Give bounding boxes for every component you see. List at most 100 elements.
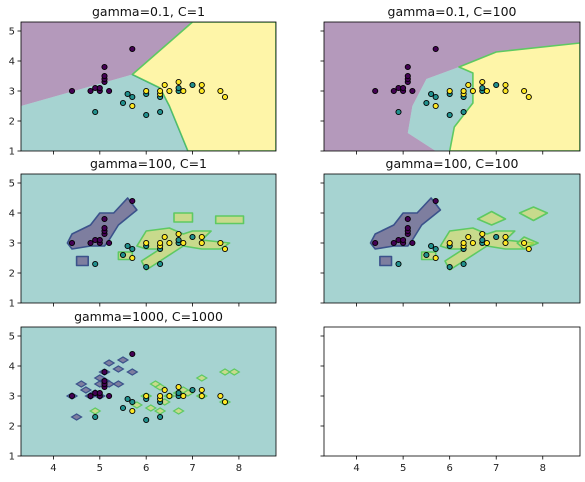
region-class-2 (216, 216, 244, 224)
data-point (130, 408, 135, 413)
data-point (522, 240, 527, 245)
data-point (102, 225, 107, 230)
data-point (176, 85, 181, 90)
decision-regions (21, 22, 276, 151)
data-point (158, 414, 163, 419)
data-point (424, 252, 429, 257)
data-point (470, 88, 475, 93)
decision-regions (324, 174, 580, 303)
x-tick-label: 7 (189, 463, 195, 474)
subplot-6: 45678 (321, 327, 581, 474)
region-class-1 (21, 327, 276, 456)
y-tick-label: 5 (9, 179, 15, 190)
data-point (373, 240, 378, 245)
data-point (410, 88, 415, 93)
data-point (405, 225, 410, 230)
decision-regions (324, 22, 580, 151)
data-point (176, 237, 181, 242)
subplot-title: gamma=1000, C=1000 (74, 309, 223, 324)
data-point (218, 240, 223, 245)
data-point (181, 88, 186, 93)
data-point (405, 73, 410, 78)
data-point (144, 88, 149, 93)
data-point (167, 240, 172, 245)
data-point (218, 393, 223, 398)
x-tick-label: 4 (50, 463, 56, 474)
decision-regions (21, 174, 276, 303)
data-point (158, 240, 163, 245)
data-point (484, 88, 489, 93)
x-tick-label: 8 (236, 463, 242, 474)
data-point (158, 261, 163, 266)
subplot-title: gamma=0.1, C=100 (388, 4, 517, 19)
data-point (522, 88, 527, 93)
data-point (144, 264, 149, 269)
data-point (125, 243, 130, 248)
data-point (130, 255, 135, 260)
subplot-1: 1 2 3 4 5 gamma=0.1, C=1 (9, 4, 276, 158)
region-class-0 (77, 257, 89, 266)
data-point (181, 240, 186, 245)
subplot-title: gamma=100, C=100 (386, 156, 519, 171)
y-tick-label: 4 (9, 57, 15, 68)
data-point (102, 73, 107, 78)
data-point (176, 231, 181, 236)
data-point (526, 94, 531, 99)
y-tick-label: 5 (9, 332, 15, 343)
data-point (176, 79, 181, 84)
data-point (162, 82, 167, 87)
data-point (494, 234, 499, 239)
data-point (97, 85, 102, 90)
data-point (433, 94, 438, 99)
x-tick-label: 4 (353, 463, 359, 474)
data-point (158, 109, 163, 114)
data-point (120, 100, 125, 105)
x-tick-label: 6 (446, 463, 452, 474)
y-tick-label: 2 (9, 117, 15, 128)
data-point (158, 393, 163, 398)
data-point (97, 237, 102, 242)
data-point (447, 264, 452, 269)
data-point (461, 261, 466, 266)
subplot-title: gamma=0.1, C=1 (92, 4, 205, 19)
data-point (480, 231, 485, 236)
data-point (69, 240, 74, 245)
data-point (176, 390, 181, 395)
data-point (88, 240, 93, 245)
data-point (190, 234, 195, 239)
data-point (433, 246, 438, 251)
data-point (69, 393, 74, 398)
data-point (424, 100, 429, 105)
data-point (447, 112, 452, 117)
y-tick-label: 5 (9, 27, 15, 38)
data-point (97, 390, 102, 395)
data-point (391, 88, 396, 93)
data-point (405, 216, 410, 221)
data-point (93, 109, 98, 114)
x-tick-label: 5 (400, 463, 406, 474)
data-point (162, 387, 167, 392)
subplot-2: gamma=0.1, C=100 (321, 4, 581, 155)
data-point (447, 240, 452, 245)
data-point (120, 252, 125, 257)
data-point (102, 64, 107, 69)
data-point (199, 387, 204, 392)
y-tick-label: 2 (9, 269, 15, 280)
data-point (373, 88, 378, 93)
data-point (107, 240, 112, 245)
data-point (199, 88, 204, 93)
y-tick-label: 1 (9, 452, 15, 463)
data-point (526, 246, 531, 251)
data-point (466, 234, 471, 239)
data-point (466, 82, 471, 87)
data-point (88, 393, 93, 398)
data-point (401, 237, 406, 242)
data-point (484, 240, 489, 245)
data-point (410, 240, 415, 245)
data-point (199, 393, 204, 398)
data-point (470, 240, 475, 245)
data-point (396, 261, 401, 266)
data-point (162, 234, 167, 239)
data-point (93, 261, 98, 266)
data-point (494, 82, 499, 87)
